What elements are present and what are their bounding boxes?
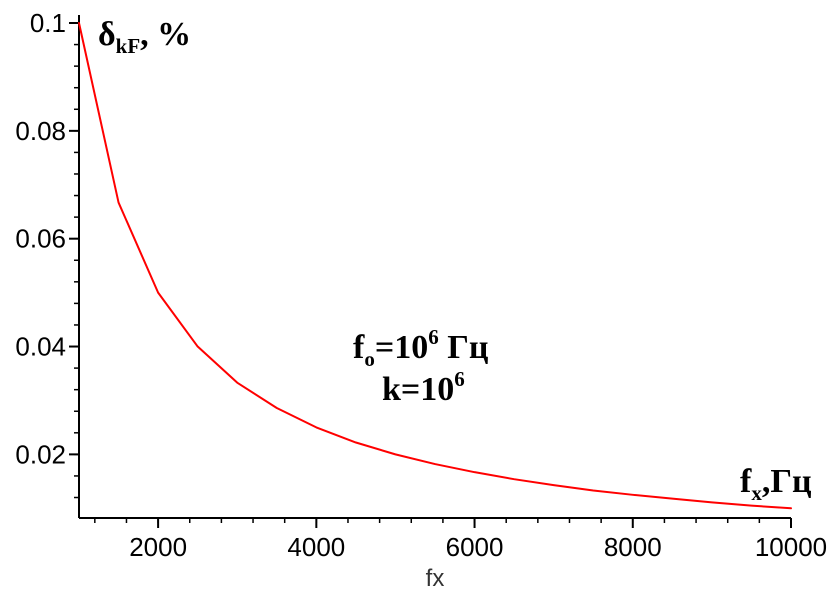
param-f0-sub: o — [364, 347, 375, 371]
y-unit-annotation: δkF, % — [98, 16, 191, 58]
x-axis-label: fx — [426, 565, 445, 592]
y-unit-tail: , % — [140, 16, 191, 53]
param-f0-sup: 6 — [428, 325, 439, 349]
param-k-annotation: k=106 — [382, 367, 465, 408]
y-unit-main: δ — [98, 16, 116, 53]
series-line — [78, 22, 792, 510]
x-tick-label: 4000 — [287, 532, 345, 562]
y-tick-label: 0.06 — [15, 224, 66, 254]
y-unit-sub: kF — [116, 34, 141, 58]
y-ticks: 0.02 0.04 0.06 0.08 0.1 — [15, 8, 79, 469]
y-tick-label: 0.04 — [15, 332, 66, 362]
x-tick-label: 10000 — [755, 532, 827, 562]
minor-ticks — [74, 22, 792, 523]
param-k-pre: k=10 — [382, 371, 454, 408]
param-f0-post: Гц — [439, 329, 489, 366]
param-f0-mid: =10 — [375, 329, 428, 366]
y-tick-label: 0.1 — [30, 8, 66, 38]
x-ticks: 2000 4000 6000 8000 10000 — [129, 518, 827, 562]
y-tick-label: 0.02 — [15, 439, 66, 469]
x-tick-label: 8000 — [604, 532, 662, 562]
param-f0-annotation: fo=106 Гц — [353, 325, 489, 371]
param-k-sup: 6 — [454, 367, 465, 391]
series — [78, 22, 792, 510]
x-unit-tail: ,Гц — [762, 463, 812, 500]
x-unit-sub: x — [751, 481, 762, 505]
x-tick-label: 6000 — [446, 532, 504, 562]
x-unit-main: f — [740, 463, 752, 500]
param-f0-pre: f — [353, 329, 365, 366]
x-unit-annotation: fx,Гц — [740, 463, 812, 505]
x-tick-label: 2000 — [129, 532, 187, 562]
y-tick-label: 0.08 — [15, 116, 66, 146]
